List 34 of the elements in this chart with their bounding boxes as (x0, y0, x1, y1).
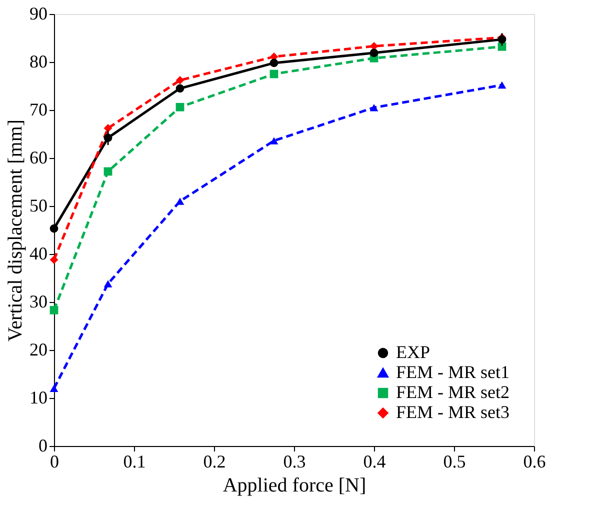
point (270, 137, 278, 144)
y-tick-label: 80 (30, 52, 48, 72)
legend-label: FEM - MR set3 (396, 402, 510, 422)
x-tick-label: 0.5 (443, 452, 466, 472)
x-tick-label: 0.4 (363, 452, 386, 472)
x-tick-label: 0.3 (283, 452, 306, 472)
point (176, 76, 184, 84)
x-tick-label: 0.2 (203, 452, 226, 472)
y-tick-label: 90 (30, 4, 48, 24)
y-tick-label: 10 (30, 388, 48, 408)
point (176, 102, 184, 112)
legend-label: FEM - MR set1 (396, 362, 510, 382)
point (50, 384, 58, 392)
legend-label: EXP (396, 342, 430, 362)
legend-label: FEM - MR set2 (396, 382, 510, 402)
point (370, 104, 378, 112)
point (104, 167, 112, 176)
y-tick-label: 60 (30, 148, 48, 168)
x-axis-title: Applied force [N] (222, 474, 366, 496)
x-tick-label: 0.1 (123, 452, 146, 472)
x-tick-label: 0.6 (523, 452, 546, 472)
point (176, 198, 184, 205)
y-tick-label: 30 (30, 292, 48, 312)
point (50, 256, 58, 264)
point (498, 81, 506, 89)
y-tick-label: 70 (30, 100, 48, 120)
y-tick-label: 20 (30, 340, 48, 360)
y-tick-label: 40 (30, 244, 48, 264)
y-tick-label: 0 (38, 436, 48, 456)
point (270, 70, 278, 78)
point (104, 280, 112, 288)
point (50, 306, 58, 314)
y-axis-title: Vertical displacement [mm] (4, 119, 26, 342)
y-tick-label: 50 (30, 196, 48, 216)
